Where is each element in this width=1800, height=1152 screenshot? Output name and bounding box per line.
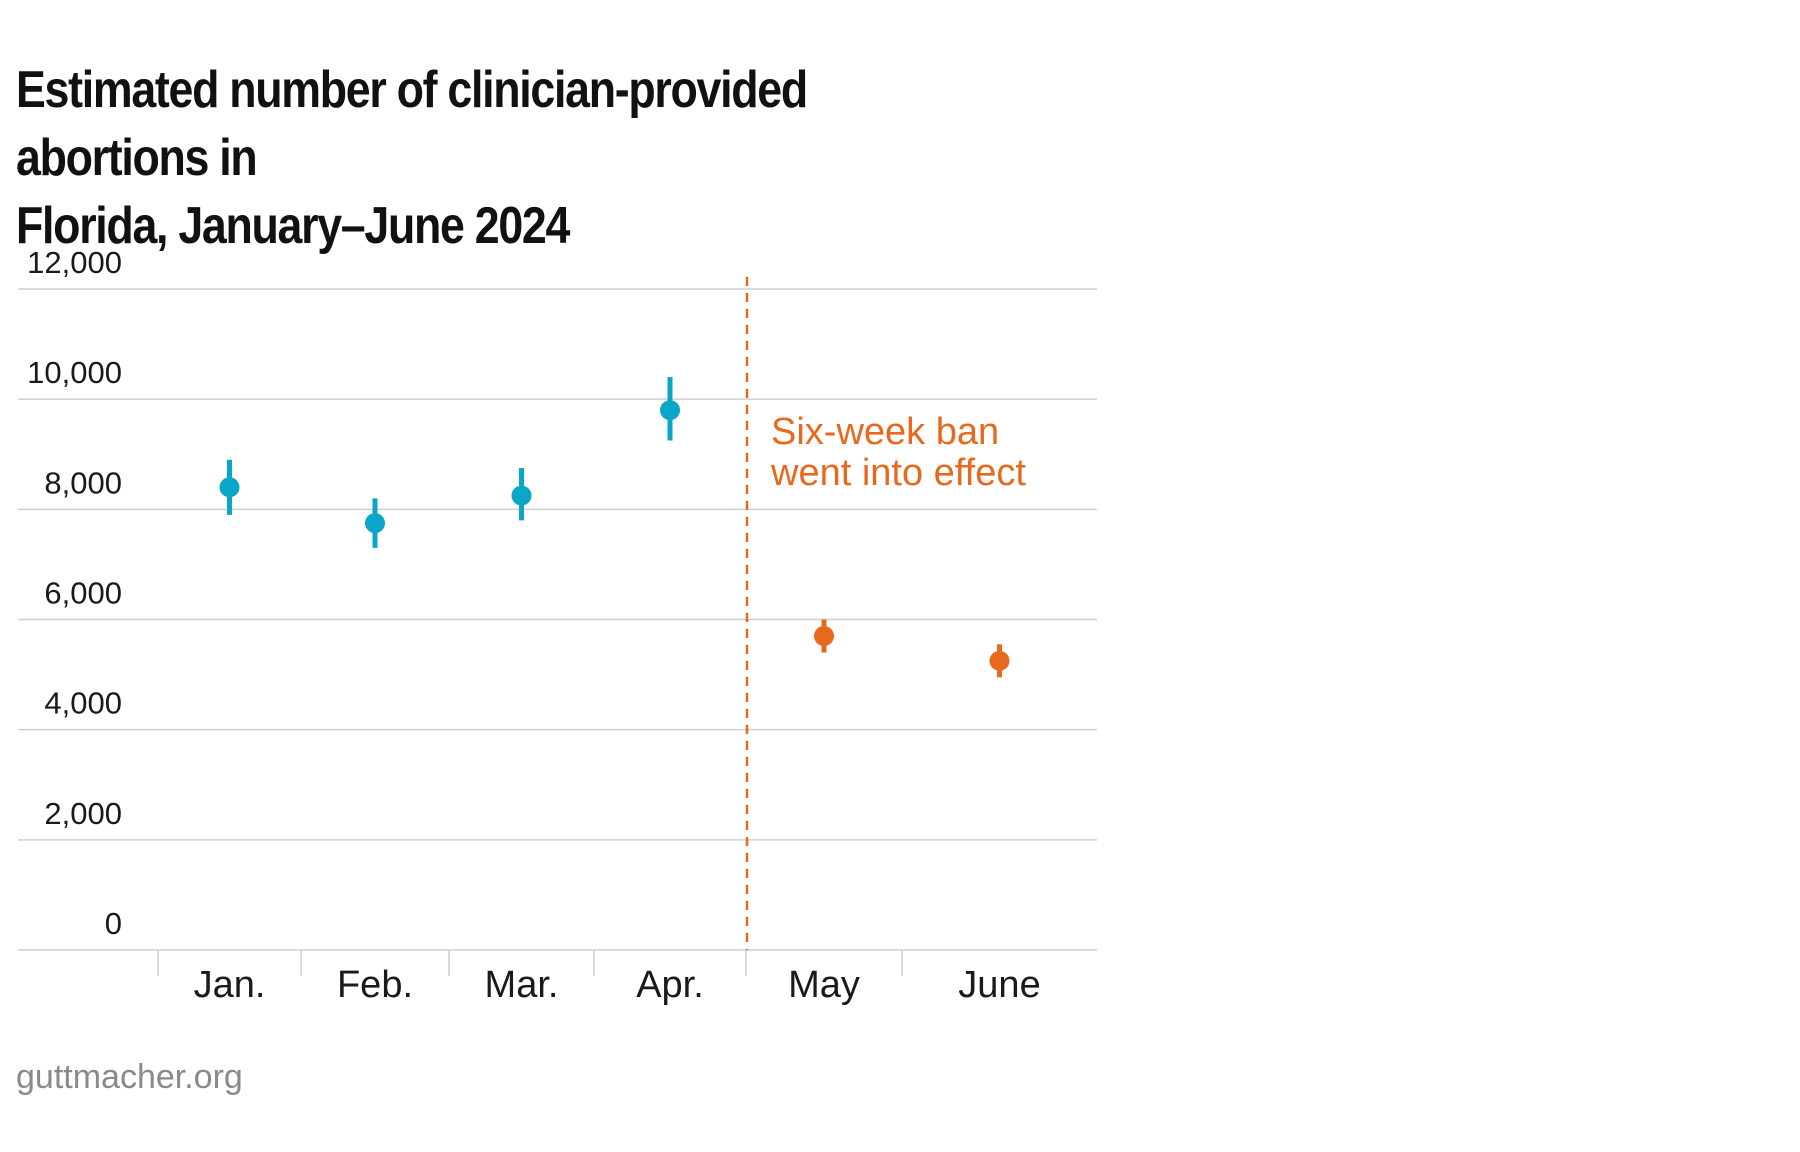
chart-title: Estimated number of clinician-provided a… <box>16 56 962 260</box>
x-tick-label: Apr. <box>636 964 704 1006</box>
source-credit: guttmacher.org <box>16 1058 243 1096</box>
data-point <box>365 513 385 534</box>
x-tick-label: Jan. <box>194 964 266 1006</box>
ban-annotation-line: went into effect <box>770 452 1026 494</box>
y-tick-label: 4,000 <box>44 686 122 721</box>
chart-title-line-1: Estimated number of clinician-provided a… <box>16 61 808 187</box>
y-tick-label: 0 <box>105 906 122 941</box>
y-tick-label: 6,000 <box>44 576 122 611</box>
chart-title-line-2: Florida, January–June 2024 <box>16 197 570 255</box>
x-tick-label: Mar. <box>485 964 559 1006</box>
data-point <box>660 400 680 421</box>
y-tick-label: 12,000 <box>27 245 122 280</box>
data-point <box>814 626 834 647</box>
y-tick-label: 8,000 <box>44 465 122 500</box>
x-tick-label: Feb. <box>337 964 413 1006</box>
y-tick-label: 2,000 <box>44 796 122 831</box>
data-point <box>219 477 240 498</box>
ban-annotation-line: Six-week ban <box>771 411 999 453</box>
y-tick-label: 10,000 <box>27 355 122 390</box>
x-tick-label: June <box>958 964 1040 1006</box>
data-point <box>989 650 1010 671</box>
data-point <box>511 485 532 506</box>
x-tick-label: May <box>788 964 860 1006</box>
